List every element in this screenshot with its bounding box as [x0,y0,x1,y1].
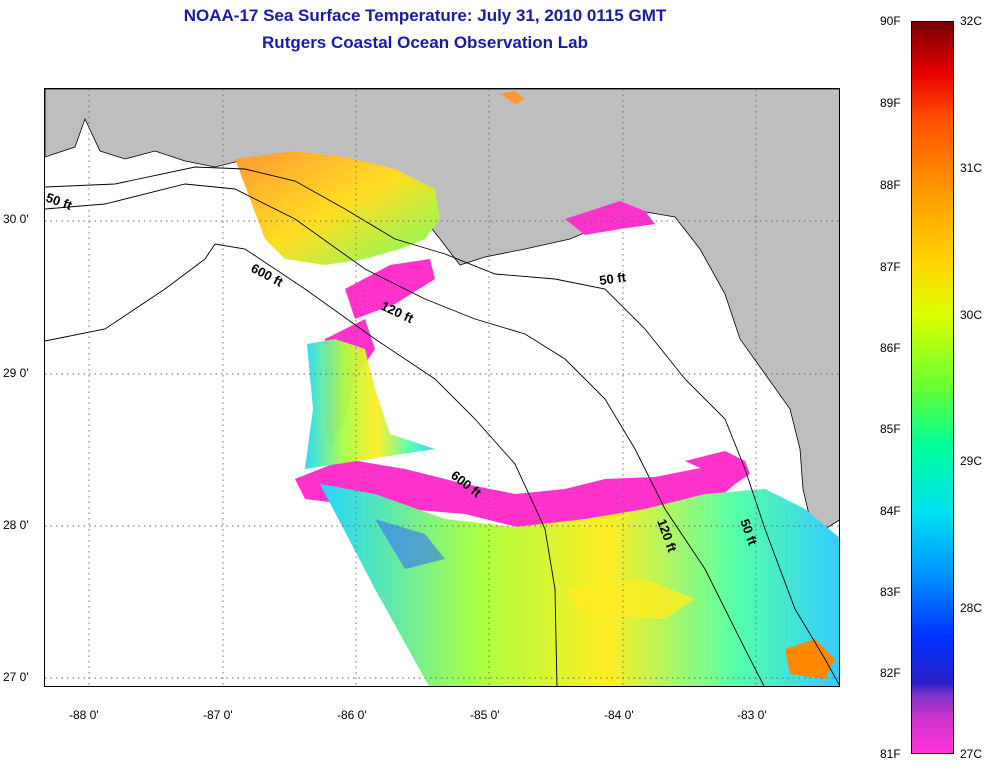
colorbar-tick-f: 83F [880,585,901,599]
colorbar-tick-c: 27C [960,747,983,761]
sst-swath [235,91,839,686]
colorbar-tick-f: 89F [880,96,901,110]
bathymetry-contours [45,166,839,686]
colorbar-tick-c: 30C [960,308,983,322]
lon-label: -88 0' [69,708,99,722]
contour-label: 50 ft [45,190,75,213]
temperature-colorbar [911,21,954,754]
colorbar-tick-c: 29C [960,454,983,468]
colorbar-tick-f: 81F [880,747,901,761]
colorbar-tick-f: 85F [880,422,901,436]
graticule [45,89,839,686]
colorbar-tick-f: 84F [880,504,901,518]
lat-label: 29 0' [3,366,29,380]
contour-label: 50 ft [598,269,627,288]
lon-label: -86 0' [337,708,367,722]
lon-label: -83 0' [737,708,767,722]
sst-map: 50 ft 600 ft 120 ft 50 ft 600 ft 120 ft … [44,88,840,687]
colorbar-tick-f: 87F [880,260,901,274]
land-mass [45,89,839,530]
lat-label: 28 0' [3,518,29,532]
colorbar-tick-c: 28C [960,601,983,615]
lon-label: -84 0' [604,708,634,722]
colorbar-tick-f: 82F [880,666,901,680]
contour-label: 600 ft [249,260,287,290]
colorbar-tick-f: 86F [880,341,901,355]
colorbar-tick-f: 88F [880,178,901,192]
colorbar-tick-c: 31C [960,161,983,175]
lon-label: -87 0' [203,708,233,722]
map-subtitle: Rutgers Coastal Ocean Observation Lab [262,33,588,52]
lat-label: 30 0' [3,212,29,226]
lon-label: -85 0' [470,708,500,722]
colorbar-tick-c: 32C [960,14,983,28]
map-title: NOAA-17 Sea Surface Temperature: July 31… [183,6,667,25]
lat-label: 27 0' [3,670,29,684]
colorbar-tick-f: 90F [880,14,901,28]
